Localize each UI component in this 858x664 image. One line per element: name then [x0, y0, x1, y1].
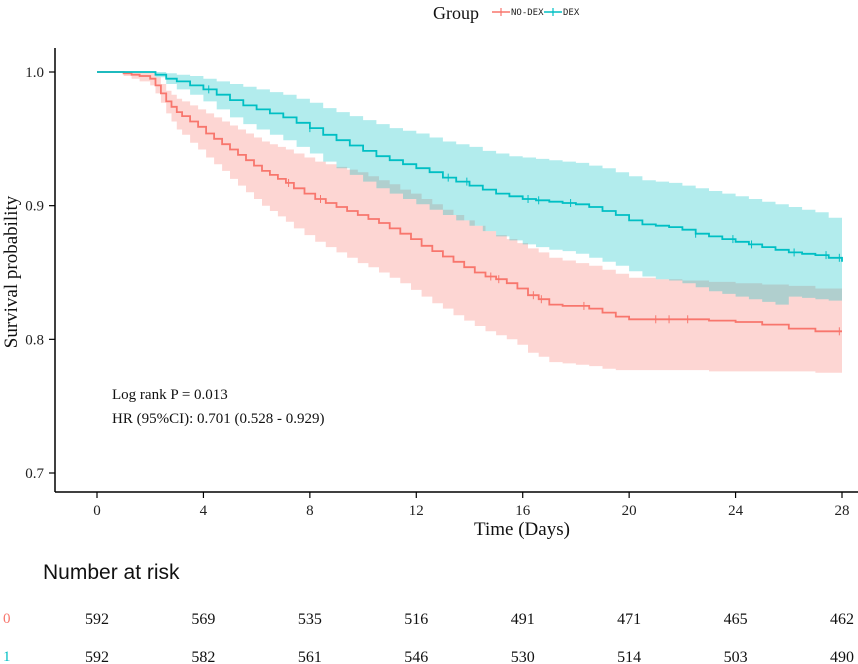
- risk-count: 592: [85, 611, 109, 628]
- risk-count: 592: [85, 649, 109, 664]
- risk-count: 546: [404, 649, 428, 664]
- risk-count: 462: [830, 611, 854, 628]
- risk-count: 465: [724, 611, 748, 628]
- hazard-ratio-annotation: HR (95%CI): 0.701 (0.528 - 0.929): [112, 411, 324, 427]
- x-tick-label: 28: [835, 503, 850, 519]
- risk-count: 503: [724, 649, 748, 664]
- risk-table-title: Number at risk: [43, 561, 180, 584]
- risk-count: 530: [511, 649, 535, 664]
- y-tick-label: 0.7: [25, 466, 44, 482]
- x-tick-label: 0: [93, 503, 101, 519]
- risk-table-rows: 0 592 569 535 516 491 471 465 462 1 592 582 561 546 53…: [3, 611, 854, 664]
- x-tick-label: 20: [622, 503, 637, 519]
- y-axis-title: Survival probability: [1, 195, 22, 348]
- x-tick-label: 24: [728, 503, 744, 519]
- risk-count: 514: [617, 649, 641, 664]
- x-axis-title: Time (Days): [474, 519, 570, 540]
- y-tick-label: 1.0: [25, 65, 44, 81]
- legend-label-no-dex: NO-DEX: [511, 8, 544, 18]
- x-tick-label: 16: [515, 503, 531, 519]
- risk-count: 491: [511, 611, 535, 628]
- y-tick-label: 0.9: [25, 199, 44, 215]
- x-tick-label: 8: [306, 503, 314, 519]
- y-ticks: 0.7 0.8 0.9 1.0: [25, 65, 55, 482]
- ci-band-dex: [97, 72, 842, 305]
- confidence-bands: [97, 72, 842, 373]
- risk-count: 516: [404, 611, 428, 628]
- survival-line-no-dex: [97, 71, 842, 333]
- legend-entry-no-dex: NO-DEX: [492, 8, 544, 18]
- legend-title: Group: [433, 3, 479, 23]
- legend-label-dex: DEX: [563, 8, 580, 18]
- risk-count: 569: [191, 611, 215, 628]
- risk-count: 535: [298, 611, 322, 628]
- risk-table: Number at risk 0 592 569 535 516 491 471 465 462…: [3, 561, 854, 664]
- legend-entry-dex: DEX: [544, 8, 580, 18]
- x-ticks: 0 4 8 12 16 20 24 28: [93, 492, 850, 519]
- censor-marks: [208, 85, 840, 336]
- x-tick-label: 4: [200, 503, 208, 519]
- survival-curves: [97, 71, 843, 333]
- risk-count: 490: [830, 649, 854, 664]
- risk-row-group-label: 0: [3, 611, 11, 627]
- y-tick-label: 0.8: [25, 332, 44, 348]
- logrank-annotation: Log rank P = 0.013: [112, 387, 228, 403]
- risk-row-group-label: 1: [3, 649, 11, 664]
- x-tick-label: 12: [409, 503, 424, 519]
- survival-line-dex: [97, 71, 843, 262]
- risk-count: 582: [191, 649, 215, 664]
- risk-count: 561: [298, 649, 322, 664]
- ci-band-no-dex: [97, 72, 842, 373]
- risk-count: 471: [617, 611, 641, 628]
- legend: Group NO-DEX DEX: [433, 3, 580, 23]
